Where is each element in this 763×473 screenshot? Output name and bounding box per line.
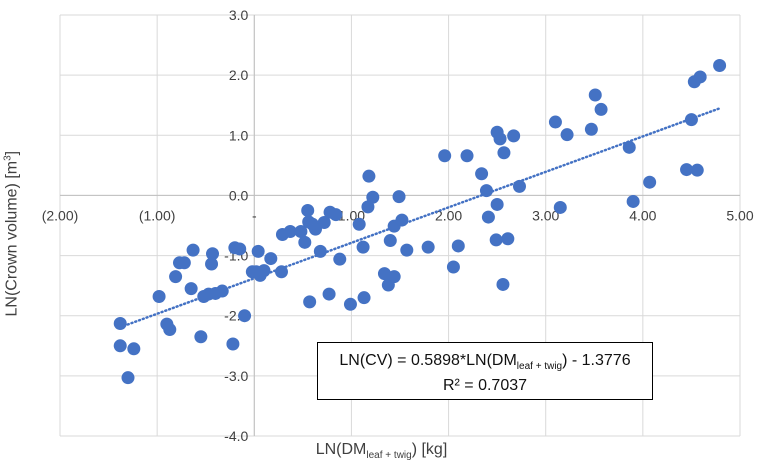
x-tick-label: 3.00 — [532, 207, 559, 223]
data-point — [322, 287, 336, 301]
data-point — [113, 317, 127, 331]
data-point — [233, 242, 247, 256]
data-point — [479, 184, 493, 198]
data-point — [553, 200, 567, 214]
data-point — [298, 235, 312, 249]
data-point — [489, 233, 503, 247]
x-tick-label: 2.00 — [435, 207, 462, 223]
data-point — [366, 190, 380, 204]
data-point — [184, 282, 198, 296]
data-point — [438, 149, 452, 163]
y-tick-label: 0.0 — [229, 187, 249, 203]
data-point — [194, 330, 208, 344]
data-point — [501, 232, 515, 246]
data-point — [626, 194, 640, 208]
data-point — [446, 260, 460, 274]
data-point — [362, 169, 376, 183]
x-tick-label: (1.00) — [139, 207, 176, 223]
data-point — [251, 244, 265, 258]
x-tick-label: 4.00 — [629, 207, 656, 223]
data-point — [343, 297, 357, 311]
y-tick-label: -4.0 — [224, 428, 248, 444]
data-point — [257, 264, 271, 278]
data-point — [507, 129, 521, 143]
data-point — [352, 217, 366, 231]
data-point — [383, 234, 397, 248]
data-point — [496, 277, 510, 291]
data-point — [226, 337, 240, 351]
data-point — [512, 179, 526, 193]
data-point — [451, 239, 465, 253]
equation-box: LN(CV) = 0.5898*LN(DMleaf + twig) - 1.37… — [317, 342, 653, 400]
data-point — [493, 132, 507, 146]
y-tick-label: 2.0 — [229, 67, 249, 83]
data-points — [113, 59, 727, 385]
data-point — [421, 240, 435, 254]
data-point — [690, 163, 704, 177]
x-tick-label: (2.00) — [42, 207, 79, 223]
data-point — [301, 203, 315, 217]
data-point — [238, 309, 252, 323]
data-point — [684, 113, 698, 127]
data-point — [177, 256, 191, 270]
data-point — [333, 252, 347, 266]
y-tick-label: -3.0 — [224, 368, 248, 384]
data-point — [460, 149, 474, 163]
data-point — [475, 167, 489, 181]
data-point — [169, 270, 183, 284]
data-point — [127, 342, 141, 356]
data-point — [392, 190, 406, 204]
data-point — [357, 291, 371, 305]
data-point — [680, 163, 694, 177]
data-point — [186, 243, 200, 257]
tick-labels: 3.02.01.00.0-1.0-2.0-3.0-4.0(2.00) (1.00)… — [42, 7, 754, 444]
data-point — [713, 59, 727, 73]
data-point — [560, 128, 574, 142]
data-point — [356, 240, 370, 254]
data-point — [121, 371, 135, 385]
equation-line-1: LN(CV) = 0.5898*LN(DMleaf + twig) - 1.37… — [339, 352, 631, 373]
data-point — [294, 225, 308, 239]
data-point — [152, 289, 166, 303]
data-point — [317, 215, 331, 229]
x-tick-label: - — [252, 207, 257, 223]
data-point — [206, 247, 220, 261]
data-point — [303, 295, 317, 309]
x-axis-title: LN(DMleaf + twig) [kg] — [315, 441, 448, 462]
y-tick-label: 3.0 — [229, 7, 249, 23]
data-point — [113, 339, 127, 353]
y-axis-title: LN(Crown volume) [m3] — [2, 150, 21, 317]
data-point — [313, 244, 327, 258]
data-point — [205, 257, 219, 271]
data-point — [497, 146, 511, 160]
data-point — [163, 323, 177, 337]
data-point — [490, 197, 504, 211]
data-point — [264, 252, 278, 266]
data-point — [693, 70, 707, 84]
data-point — [215, 284, 229, 298]
data-point — [361, 200, 375, 214]
data-point — [274, 265, 288, 279]
data-point — [283, 225, 297, 239]
data-point — [588, 88, 602, 102]
r-squared-label: R² = 0.7037 — [442, 377, 528, 395]
data-point — [643, 175, 657, 189]
data-point — [400, 243, 414, 257]
data-point — [395, 213, 409, 227]
data-point — [622, 140, 636, 154]
x-tick-label: 5.00 — [726, 207, 753, 223]
data-point — [387, 270, 401, 284]
data-point — [584, 122, 598, 136]
data-point — [548, 115, 562, 129]
data-point — [481, 210, 495, 224]
data-point — [329, 208, 343, 222]
data-point — [594, 102, 608, 116]
y-tick-label: 1.0 — [229, 127, 249, 143]
